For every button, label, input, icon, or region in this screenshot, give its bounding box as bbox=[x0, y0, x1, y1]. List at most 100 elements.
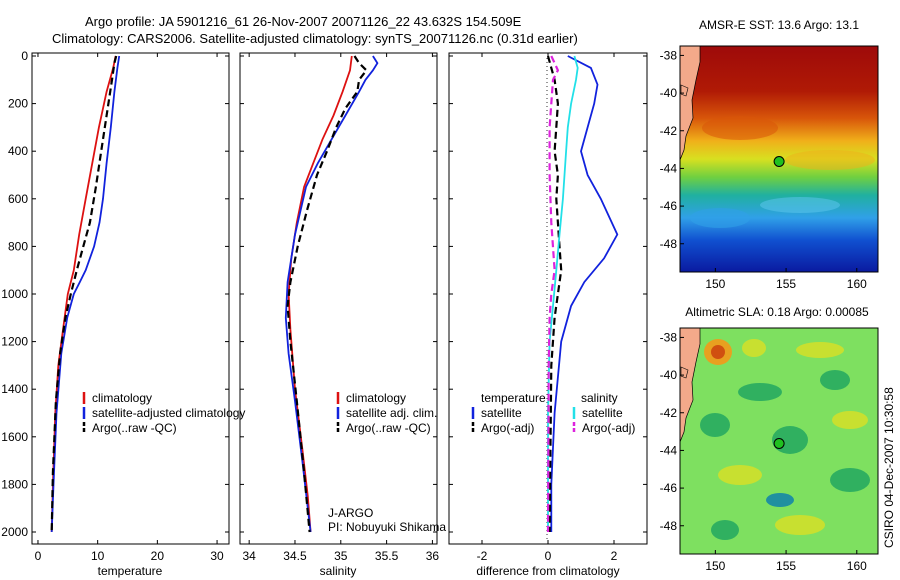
lat-tick-label: -44 bbox=[660, 161, 678, 175]
sst-eddy-warm bbox=[702, 116, 778, 140]
depth-tick-label: 1800 bbox=[1, 477, 28, 491]
x-tick-label: 36 bbox=[426, 549, 440, 563]
legend-label-temp-argo: Argo(-adj) bbox=[481, 421, 534, 435]
sla-blob bbox=[718, 465, 762, 485]
sla-blob bbox=[832, 411, 868, 429]
x-tick-label: 0 bbox=[35, 549, 42, 563]
depth-tick-label: 600 bbox=[8, 192, 28, 206]
footer-credit: CSIRO 04-Dec-2007 10:30:58 bbox=[882, 387, 896, 548]
x-tick-label: 0 bbox=[545, 549, 552, 563]
sla-blob bbox=[711, 345, 725, 359]
lat-tick-label: -46 bbox=[660, 199, 678, 213]
depth-tick-label: 400 bbox=[8, 144, 28, 158]
sst-eddy-cool bbox=[760, 197, 840, 213]
lon-tick-label: 150 bbox=[705, 559, 725, 573]
series-line-argo-raw-qc- bbox=[286, 55, 368, 533]
depth-tick-label: 0 bbox=[21, 49, 28, 63]
legend-label-argo: Argo(..raw -QC) bbox=[92, 421, 177, 435]
series-line-climatology bbox=[50, 55, 117, 533]
sla-argo-marker bbox=[773, 438, 785, 449]
sla-map-frame bbox=[679, 327, 879, 555]
x-tick-label: 2 bbox=[611, 549, 618, 563]
lon-tick-label: 160 bbox=[847, 559, 867, 573]
series-line-temperature-argo-adj- bbox=[546, 55, 563, 533]
lat-tick-label: -40 bbox=[660, 86, 678, 100]
series-line-salinity-satellite bbox=[547, 55, 579, 532]
temperature-series bbox=[50, 55, 121, 533]
sla-blob bbox=[711, 520, 739, 540]
sst-eddy-cool bbox=[690, 208, 750, 228]
lat-tick-label: -38 bbox=[660, 48, 678, 62]
legend-label-temp-satellite: satellite bbox=[481, 406, 522, 420]
salinity-legend: climatology satellite adj. clim. Argo(..… bbox=[328, 391, 446, 534]
sst-lon-ticks: 150 155 160 bbox=[705, 268, 867, 291]
series-line-satellite-adjusted-climatology bbox=[50, 55, 121, 533]
sla-blob bbox=[738, 383, 782, 401]
sla-map-title: Altimetric SLA: 0.18 Argo: 0.00085 bbox=[685, 305, 869, 319]
sla-blob bbox=[742, 339, 766, 357]
legend-label-satellite: satellite-adjusted climatology bbox=[92, 406, 245, 420]
series-line-satellite-adj-clim- bbox=[284, 55, 379, 533]
sla-map bbox=[680, 328, 878, 554]
sla-lat-ticks: -38 -40 -42 -44 -46 -48 bbox=[660, 330, 684, 533]
sla-blob bbox=[700, 413, 730, 437]
depth-tick-label: 1000 bbox=[1, 287, 28, 301]
sst-argo-marker bbox=[773, 156, 785, 167]
depth-tick-label: 1600 bbox=[1, 430, 28, 444]
lon-tick-label: 155 bbox=[776, 559, 796, 573]
x-tick-label: 30 bbox=[210, 549, 224, 563]
legend-label-sal-satellite: satellite bbox=[582, 406, 623, 420]
depth-tick-label: 1200 bbox=[1, 335, 28, 349]
figure-title-line2: Climatology: CARS2006. Satellite-adjuste… bbox=[52, 31, 578, 46]
depth-tick-labels: 0 200 400 600 800 1000 1200 1400 1600 1800 2000 bbox=[1, 49, 647, 539]
legend-label-climatology: climatology bbox=[92, 391, 152, 405]
x-tick-label: -2 bbox=[477, 549, 488, 563]
difference-series bbox=[546, 55, 619, 533]
depth-tick-label: 1400 bbox=[1, 382, 28, 396]
salinity-series bbox=[284, 55, 379, 533]
sla-blob bbox=[796, 342, 844, 358]
sla-lon-ticks: 150 155 160 bbox=[705, 550, 867, 573]
series-line-argo-raw-qc- bbox=[50, 55, 118, 533]
series-line-salinity-argo-adj- bbox=[546, 55, 560, 533]
temperature-x-label: temperature bbox=[98, 564, 163, 578]
sla-blob bbox=[830, 468, 870, 492]
sla-blob bbox=[820, 370, 850, 390]
sla-blob bbox=[766, 493, 794, 507]
x-tick-label: 35 bbox=[334, 549, 348, 563]
sst-front bbox=[785, 150, 875, 170]
x-tick-label: 34.5 bbox=[283, 549, 307, 563]
legend-label-argo: Argo(..raw -QC) bbox=[346, 421, 431, 435]
legend-label-sal-argo: Argo(-adj) bbox=[582, 421, 635, 435]
lat-tick-label: -38 bbox=[660, 330, 678, 344]
land-tasmania-coast bbox=[680, 328, 701, 443]
legend-label-satellite: satellite adj. clim. bbox=[346, 406, 437, 420]
lat-tick-label: -40 bbox=[660, 368, 678, 382]
lat-tick-label: -48 bbox=[660, 519, 678, 533]
lat-tick-label: -46 bbox=[660, 481, 678, 495]
annotation-pi: PI: Nobuyuki Shikama bbox=[328, 520, 446, 534]
x-tick-label: 20 bbox=[151, 549, 165, 563]
lon-tick-label: 150 bbox=[705, 277, 725, 291]
salinity-x-label: salinity bbox=[320, 564, 357, 578]
sla-blob bbox=[775, 515, 825, 535]
series-line-climatology bbox=[287, 55, 353, 533]
lat-tick-label: -44 bbox=[660, 443, 678, 457]
annotation-program: J-ARGO bbox=[328, 506, 373, 520]
land-tasmania-coast bbox=[680, 46, 701, 161]
figure-title-line1: Argo profile: JA 5901216_61 26-Nov-2007 … bbox=[85, 14, 522, 29]
legend-header-temperature: temperature bbox=[481, 391, 546, 405]
sst-lat-ticks: -38 -40 -42 -44 -46 -48 bbox=[660, 48, 684, 251]
salinity-x-ticks: 34 34.5 35 35.5 36 bbox=[242, 53, 439, 563]
temperature-axes bbox=[31, 52, 230, 545]
x-tick-label: 34 bbox=[242, 549, 256, 563]
series-line-temperature-satellite bbox=[550, 55, 619, 532]
x-tick-label: 35.5 bbox=[375, 549, 399, 563]
lat-tick-label: -48 bbox=[660, 237, 678, 251]
temperature-legend: climatology satellite-adjusted climatolo… bbox=[82, 391, 245, 435]
lon-tick-label: 160 bbox=[847, 277, 867, 291]
depth-tick-label: 200 bbox=[8, 97, 28, 111]
lon-tick-label: 155 bbox=[776, 277, 796, 291]
salinity-axes bbox=[239, 52, 438, 545]
